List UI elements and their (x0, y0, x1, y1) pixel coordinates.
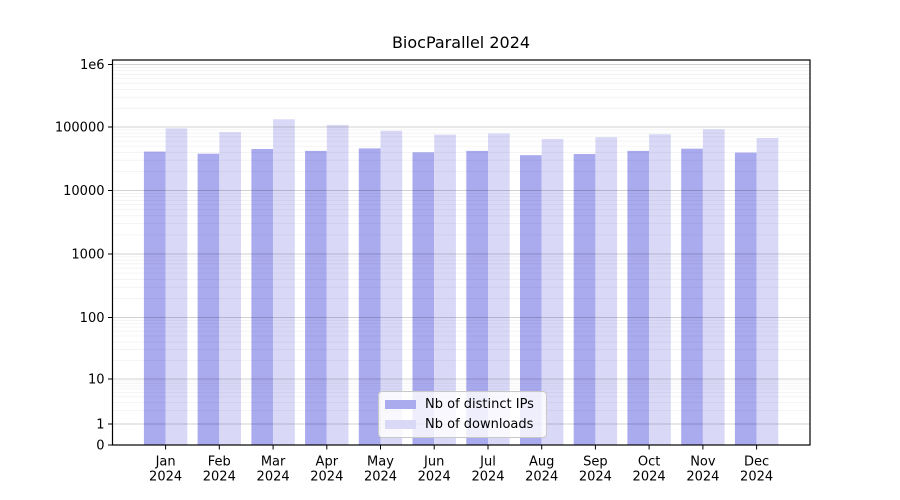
bar-downloads-apr (326, 124, 349, 446)
x-tick-label-year-sep: 2024 (579, 470, 612, 485)
x-tick-label-year-apr: 2024 (310, 470, 343, 485)
y-tick-label-100: 100 (80, 311, 105, 326)
bar-distinct-ips-dec (734, 152, 757, 445)
x-tick-label-month-sep: Sep (583, 455, 608, 470)
bar-distinct-ips-jul (466, 150, 488, 445)
bar-distinct-ips-nov (681, 148, 703, 445)
bar-downloads-jun (434, 134, 456, 445)
y-tick-label-10000: 10000 (63, 184, 104, 199)
x-tick-label-year-aug: 2024 (525, 470, 558, 485)
x-tick-label-year-dec: 2024 (740, 470, 773, 485)
x-tick-label-month-aug: Aug (529, 455, 554, 470)
legend-swatch-distinct-ips (385, 400, 416, 409)
x-tick-label-month-apr: Apr (316, 455, 339, 470)
x-tick-label-month-jun: Jun (423, 455, 444, 470)
x-tick-label-month-may: May (367, 455, 394, 470)
x-tick-label-year-oct: 2024 (633, 470, 666, 485)
y-tick-label-100000: 100000 (55, 121, 105, 136)
x-tick-label-year-jan: 2024 (149, 470, 182, 485)
x-tick-label-year-jul: 2024 (471, 470, 504, 485)
y-tick-label-1e6: 1e6 (80, 58, 105, 73)
x-tick-label-year-mar: 2024 (257, 470, 290, 485)
x-tick-label-month-mar: Mar (261, 455, 286, 470)
bar-distinct-ips-feb (197, 153, 220, 445)
bar-downloads-oct (649, 134, 671, 445)
bar-downloads-mar (273, 119, 295, 446)
legend-swatch-downloads (385, 420, 416, 429)
bar-downloads-dec (756, 138, 779, 445)
legend-label-distinct-ips: Nb of distinct IPs (425, 397, 534, 412)
bar-distinct-ips-oct (627, 150, 650, 445)
bar-downloads-jan (165, 128, 188, 445)
legend-label-downloads: Nb of downloads (425, 417, 534, 432)
x-tick-label-year-nov: 2024 (686, 470, 719, 485)
x-axis: Jan2024Feb2024Mar2024Apr2024May2024Jun20… (149, 445, 773, 485)
minor-gridlines (112, 67, 810, 411)
bar-distinct-ips-jan (143, 151, 166, 445)
bar-downloads-aug (541, 138, 564, 445)
y-tick-label-1000: 1000 (71, 248, 104, 263)
axes-spines (111, 59, 811, 446)
bar-downloads-feb (219, 132, 241, 445)
bar-distinct-ips-jun (412, 152, 435, 446)
chart-title: BiocParallel 2024 (391, 33, 531, 52)
x-tick-label-month-dec: Dec (744, 455, 769, 470)
x-tick-label-month-jan: Jan (155, 455, 176, 470)
x-tick-label-month-feb: Feb (208, 455, 231, 470)
y-tick-label-10: 10 (88, 373, 105, 388)
bar-distinct-ips-mar (251, 149, 274, 445)
x-tick-label-year-may: 2024 (364, 470, 397, 485)
bar-downloads-may (380, 130, 403, 446)
x-tick-label-year-jun: 2024 (418, 470, 451, 485)
bar-downloads-nov (702, 129, 725, 446)
x-tick-label-year-feb: 2024 (203, 470, 236, 485)
y-tick-label-1: 1 (96, 418, 104, 433)
x-tick-label-month-nov: Nov (690, 455, 716, 470)
legend: Nb of distinct IPs Nb of downloads (378, 391, 547, 438)
bars-group (143, 119, 779, 446)
x-tick-label-month-jul: Jul (479, 455, 496, 470)
x-tick-label-month-oct: Oct (638, 455, 660, 470)
y-tick-label-0: 0 (96, 439, 104, 454)
legend-item-downloads: Nb of downloads (385, 418, 534, 431)
bar-downloads-jul (488, 133, 510, 445)
bar-downloads-sep (595, 137, 618, 445)
legend-item-distinct-ips: Nb of distinct IPs (385, 398, 534, 411)
bar-distinct-ips-apr (305, 150, 327, 445)
bar-distinct-ips-sep (573, 154, 596, 445)
bar-distinct-ips-aug (520, 155, 542, 445)
bar-distinct-ips-may (358, 148, 381, 445)
